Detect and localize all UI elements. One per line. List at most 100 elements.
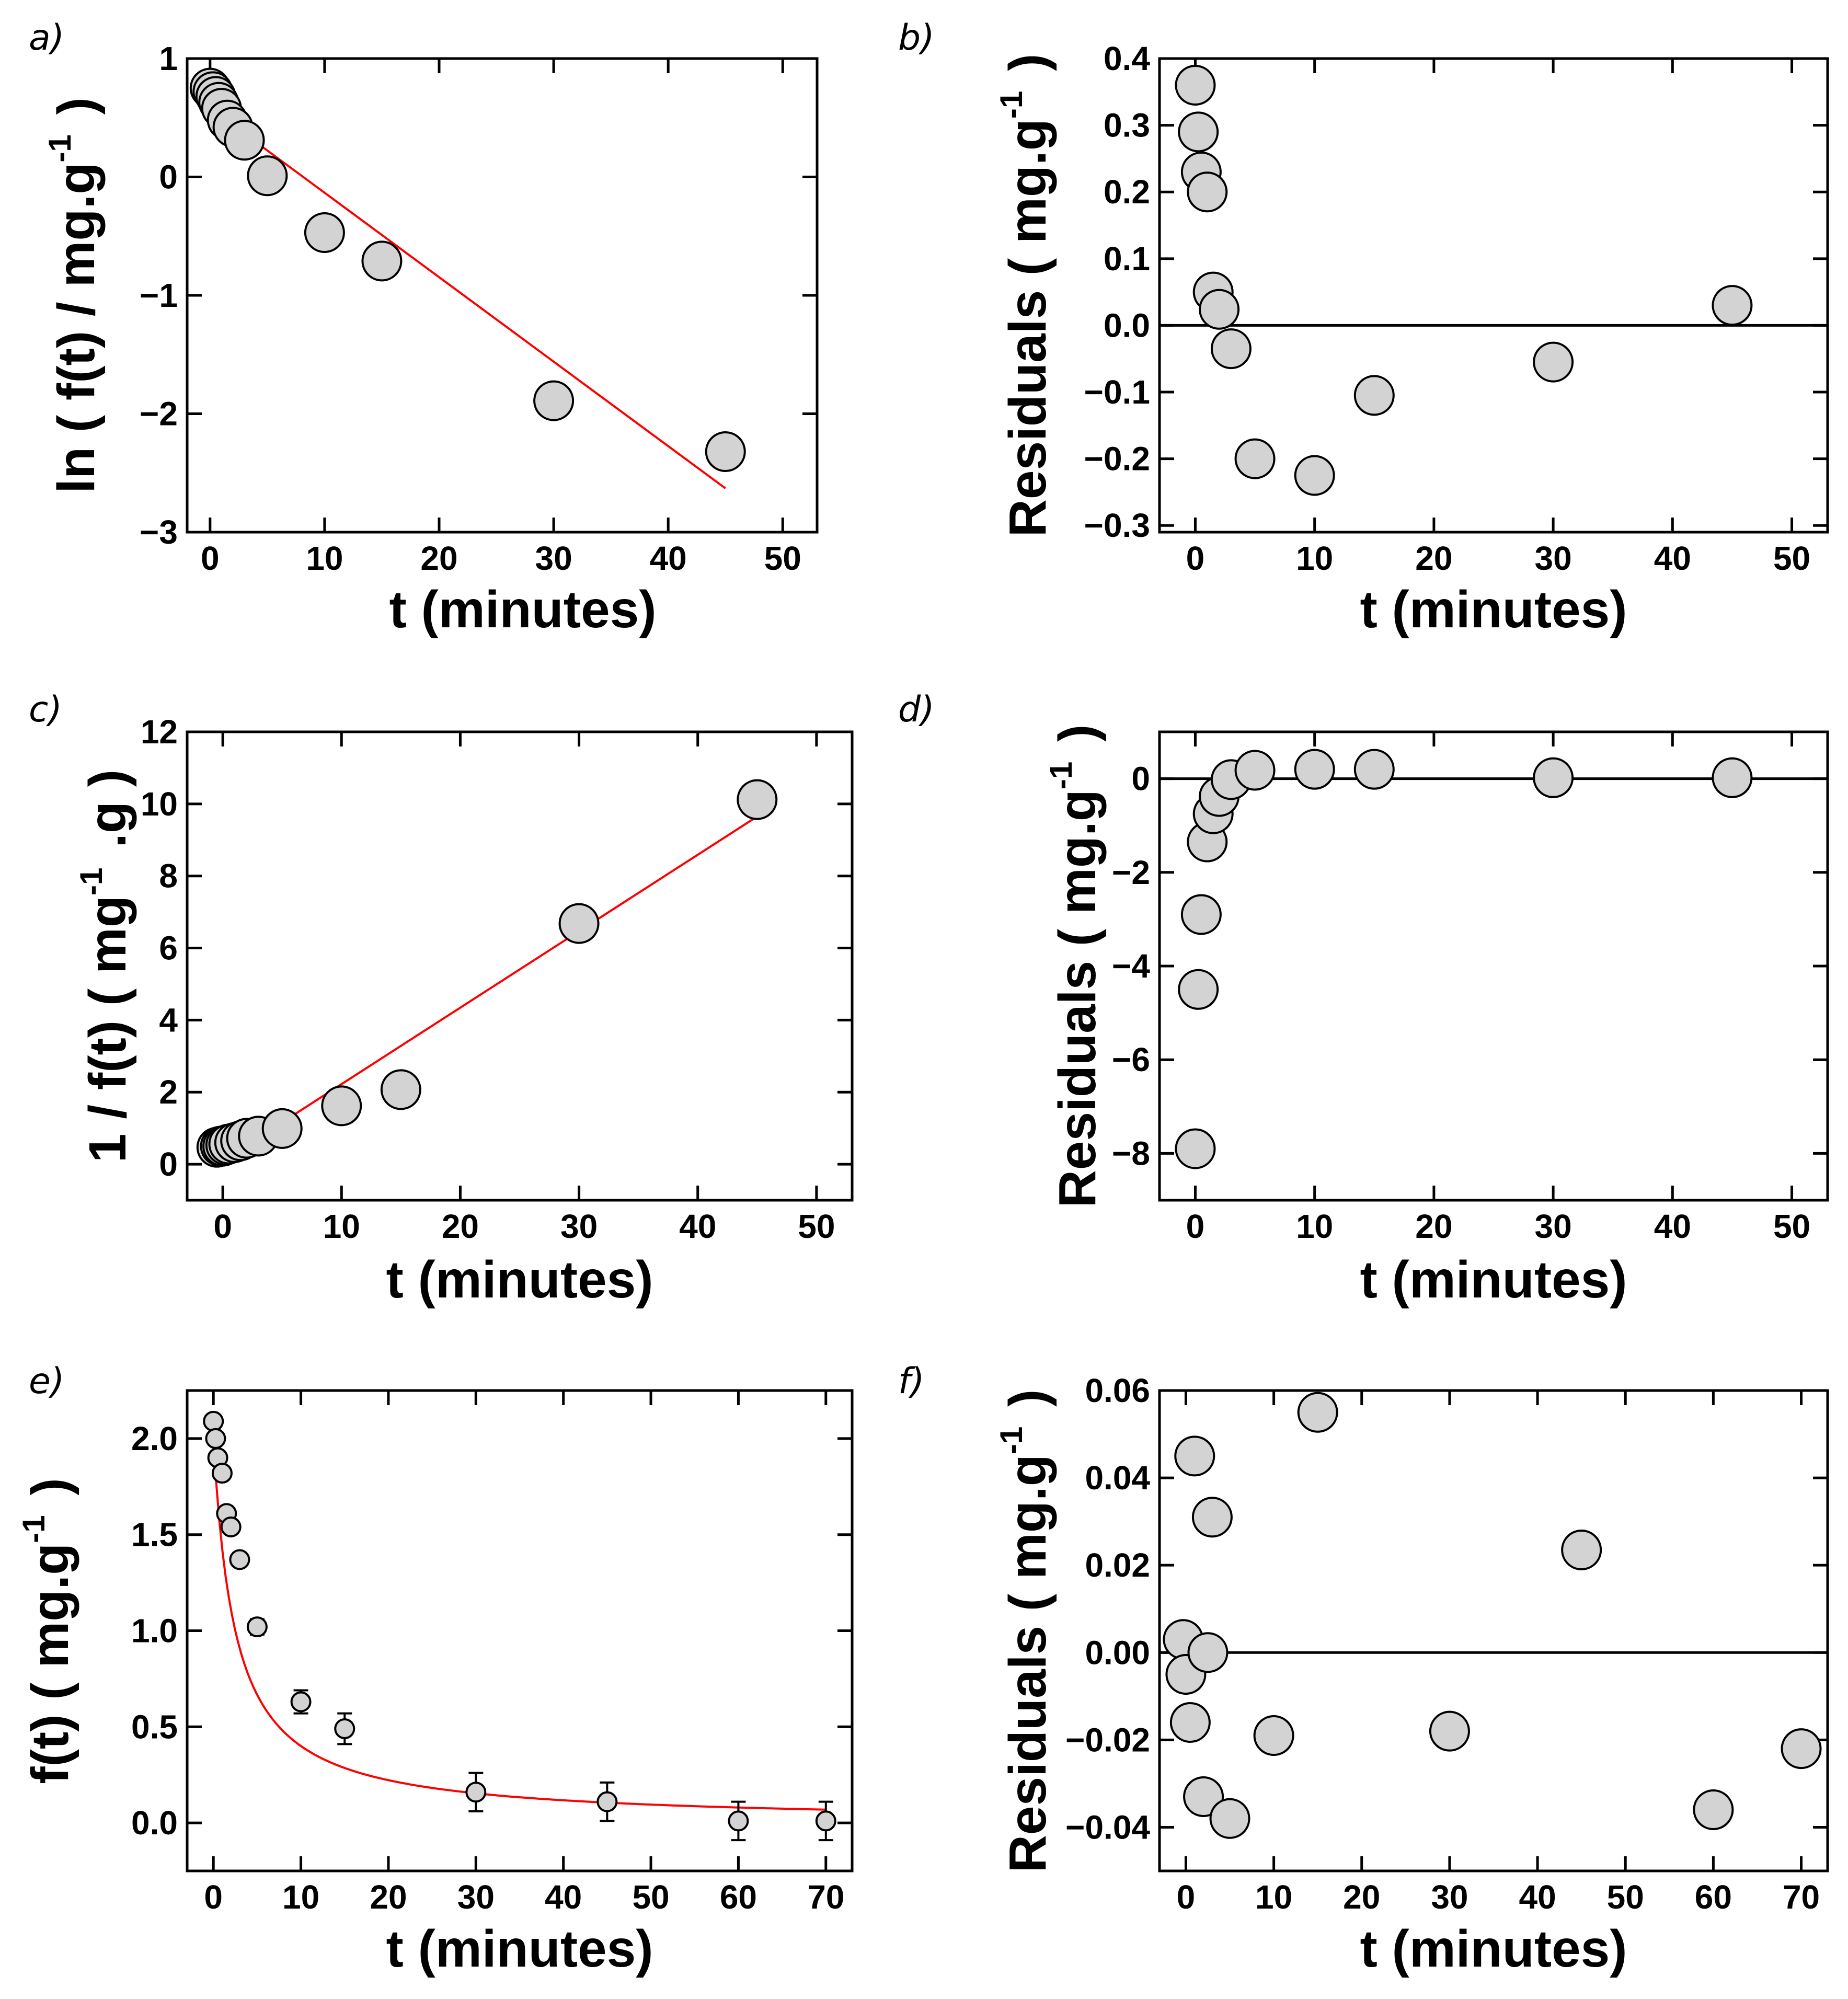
x-tick-label: 40 (1519, 1878, 1556, 1916)
y-tick-label: 0 (159, 1145, 178, 1183)
x-tick-label: 40 (650, 539, 687, 577)
data-point (1191, 1497, 1233, 1538)
data-point (1178, 111, 1219, 153)
data-point (533, 380, 575, 421)
panel-letter: a) (29, 17, 64, 59)
y-tick-label: 0 (1131, 760, 1150, 798)
y-tick-label: 0 (159, 158, 178, 196)
y-tick-label: 10 (141, 785, 178, 823)
x-tick-label: 0 (1186, 1208, 1205, 1245)
data-point (1353, 375, 1395, 416)
plot-frame (1158, 1389, 1829, 1872)
x-tick-label: 20 (1343, 1878, 1380, 1916)
data-point (220, 1516, 242, 1537)
x-tick-label: 60 (720, 1878, 757, 1916)
x-axis-title: t (minutes) (1360, 1920, 1627, 1978)
x-tick-label: 30 (1431, 1878, 1468, 1916)
data-point (596, 1791, 618, 1812)
panel-e: e) 0 10 20 30 40 50 60 70 0.0 0.5 1.0 1.5 2.0 t (minut… (16, 1361, 854, 1978)
y-tick-label: 1 (159, 40, 178, 77)
x-tick-label: 30 (457, 1878, 495, 1916)
panel-letter: c) (29, 689, 62, 730)
y-tick-label: −0.1 (1084, 373, 1150, 411)
x-tick-label: 60 (1695, 1878, 1732, 1916)
data-point (1175, 65, 1216, 106)
panel-f: f) 0 10 20 30 40 50 60 70 −0.04 −0.02 0.00 0.02 0.04 0… (898, 1361, 1829, 1978)
x-tick-label: 10 (282, 1878, 319, 1916)
data-point (1712, 285, 1753, 326)
x-tick-label: 70 (807, 1878, 844, 1916)
y-tick-label: 6 (159, 929, 178, 967)
y-tick-label: 0.00 (1085, 1634, 1150, 1671)
data-point (334, 1718, 355, 1739)
x-tick-label: 10 (1296, 539, 1333, 577)
y-axis-title: ln ( f(t) / mg.g-1 ) (42, 97, 106, 493)
data-point (465, 1782, 487, 1803)
data-point (1180, 894, 1222, 935)
panel-letter: d) (898, 689, 935, 730)
x-tick-label: 70 (1783, 1878, 1820, 1916)
x-tick-label: 50 (764, 539, 801, 577)
data-point (203, 1410, 224, 1432)
x-axis-title: t (minutes) (386, 1920, 653, 1978)
data-point (737, 779, 778, 820)
panel-d: d) 0 10 20 30 40 50 −8 −6 −4 −2 0 t (minutes) Residua… (898, 689, 1829, 1309)
y-axis-title: f(t) ( mg.g-1 ) (16, 1478, 79, 1784)
y-tick-label: −2 (1112, 854, 1150, 891)
data-point (1253, 1715, 1294, 1756)
x-tick-label: 0 (201, 539, 220, 577)
panel-a: a) 0 10 20 30 40 50 −3 −2 −1 0 1 t (minutes) ln ( f(t… (29, 17, 819, 639)
data-point (815, 1810, 836, 1832)
data-point (205, 1428, 226, 1449)
data-point (1169, 1702, 1211, 1743)
fit-line (222, 815, 758, 1162)
y-tick-label: −8 (1112, 1134, 1150, 1172)
x-tick-label: 0 (204, 1878, 223, 1916)
y-tick-label: 2.0 (131, 1420, 178, 1457)
data-point (1187, 171, 1228, 213)
x-tick-label: 40 (679, 1208, 716, 1245)
x-tick-label: 0 (213, 1208, 232, 1245)
y-tick-label: 0.2 (1104, 173, 1150, 211)
y-tick-label: 0.06 (1085, 1372, 1150, 1409)
data-point (361, 240, 403, 282)
y-tick-label: −6 (1112, 1041, 1150, 1078)
y-axis-title: Residuals ( mg.g-1 ) (1043, 725, 1107, 1208)
data-point (247, 155, 288, 197)
data-point (1178, 969, 1219, 1010)
data-point (261, 1108, 303, 1149)
y-tick-label: 0.02 (1085, 1546, 1150, 1584)
data-point (229, 1549, 250, 1570)
data-point (1175, 1128, 1216, 1169)
x-axis-title: t (minutes) (1360, 1250, 1627, 1309)
x-tick-label: 10 (1255, 1878, 1292, 1916)
plot-frame (1158, 57, 1829, 534)
x-tick-label: 50 (1773, 1208, 1810, 1245)
y-tick-label: 4 (159, 1001, 178, 1039)
x-tick-label: 50 (1773, 539, 1810, 577)
y-tick-label: 1.5 (131, 1516, 178, 1554)
y-tick-label: 0.0 (131, 1804, 178, 1842)
panel-c: c) 0 10 20 30 40 50 0 2 4 6 8 10 12 t (minutes) 1 / f(t… (29, 689, 854, 1309)
x-tick-label: 40 (1654, 1208, 1691, 1245)
data-point (1693, 1789, 1734, 1831)
data-point (705, 431, 746, 472)
data-point (290, 1691, 312, 1713)
x-tick-label: 0 (1177, 1878, 1196, 1916)
data-point (1533, 341, 1574, 383)
y-tick-label: −0.04 (1065, 1808, 1150, 1846)
data-point (1234, 750, 1276, 791)
y-tick-label: 2 (159, 1073, 178, 1111)
plot-frame (186, 730, 854, 1202)
x-tick-label: 50 (1607, 1878, 1644, 1916)
data-point (1297, 1392, 1338, 1433)
data-point (304, 212, 345, 253)
y-tick-label: −1 (140, 277, 178, 314)
data-point (1183, 1776, 1224, 1817)
y-tick-label: −2 (140, 395, 178, 433)
y-tick-label: 8 (159, 857, 178, 895)
data-point (1174, 1435, 1215, 1477)
panel-b: b) 0 10 20 30 40 50 −0.3 −0.2 −0.1 0.0 0.1 0.2 0.3 0.4… (898, 17, 1829, 639)
y-tick-label: 0.0 (1104, 306, 1150, 344)
y-tick-label: 12 (141, 713, 178, 751)
